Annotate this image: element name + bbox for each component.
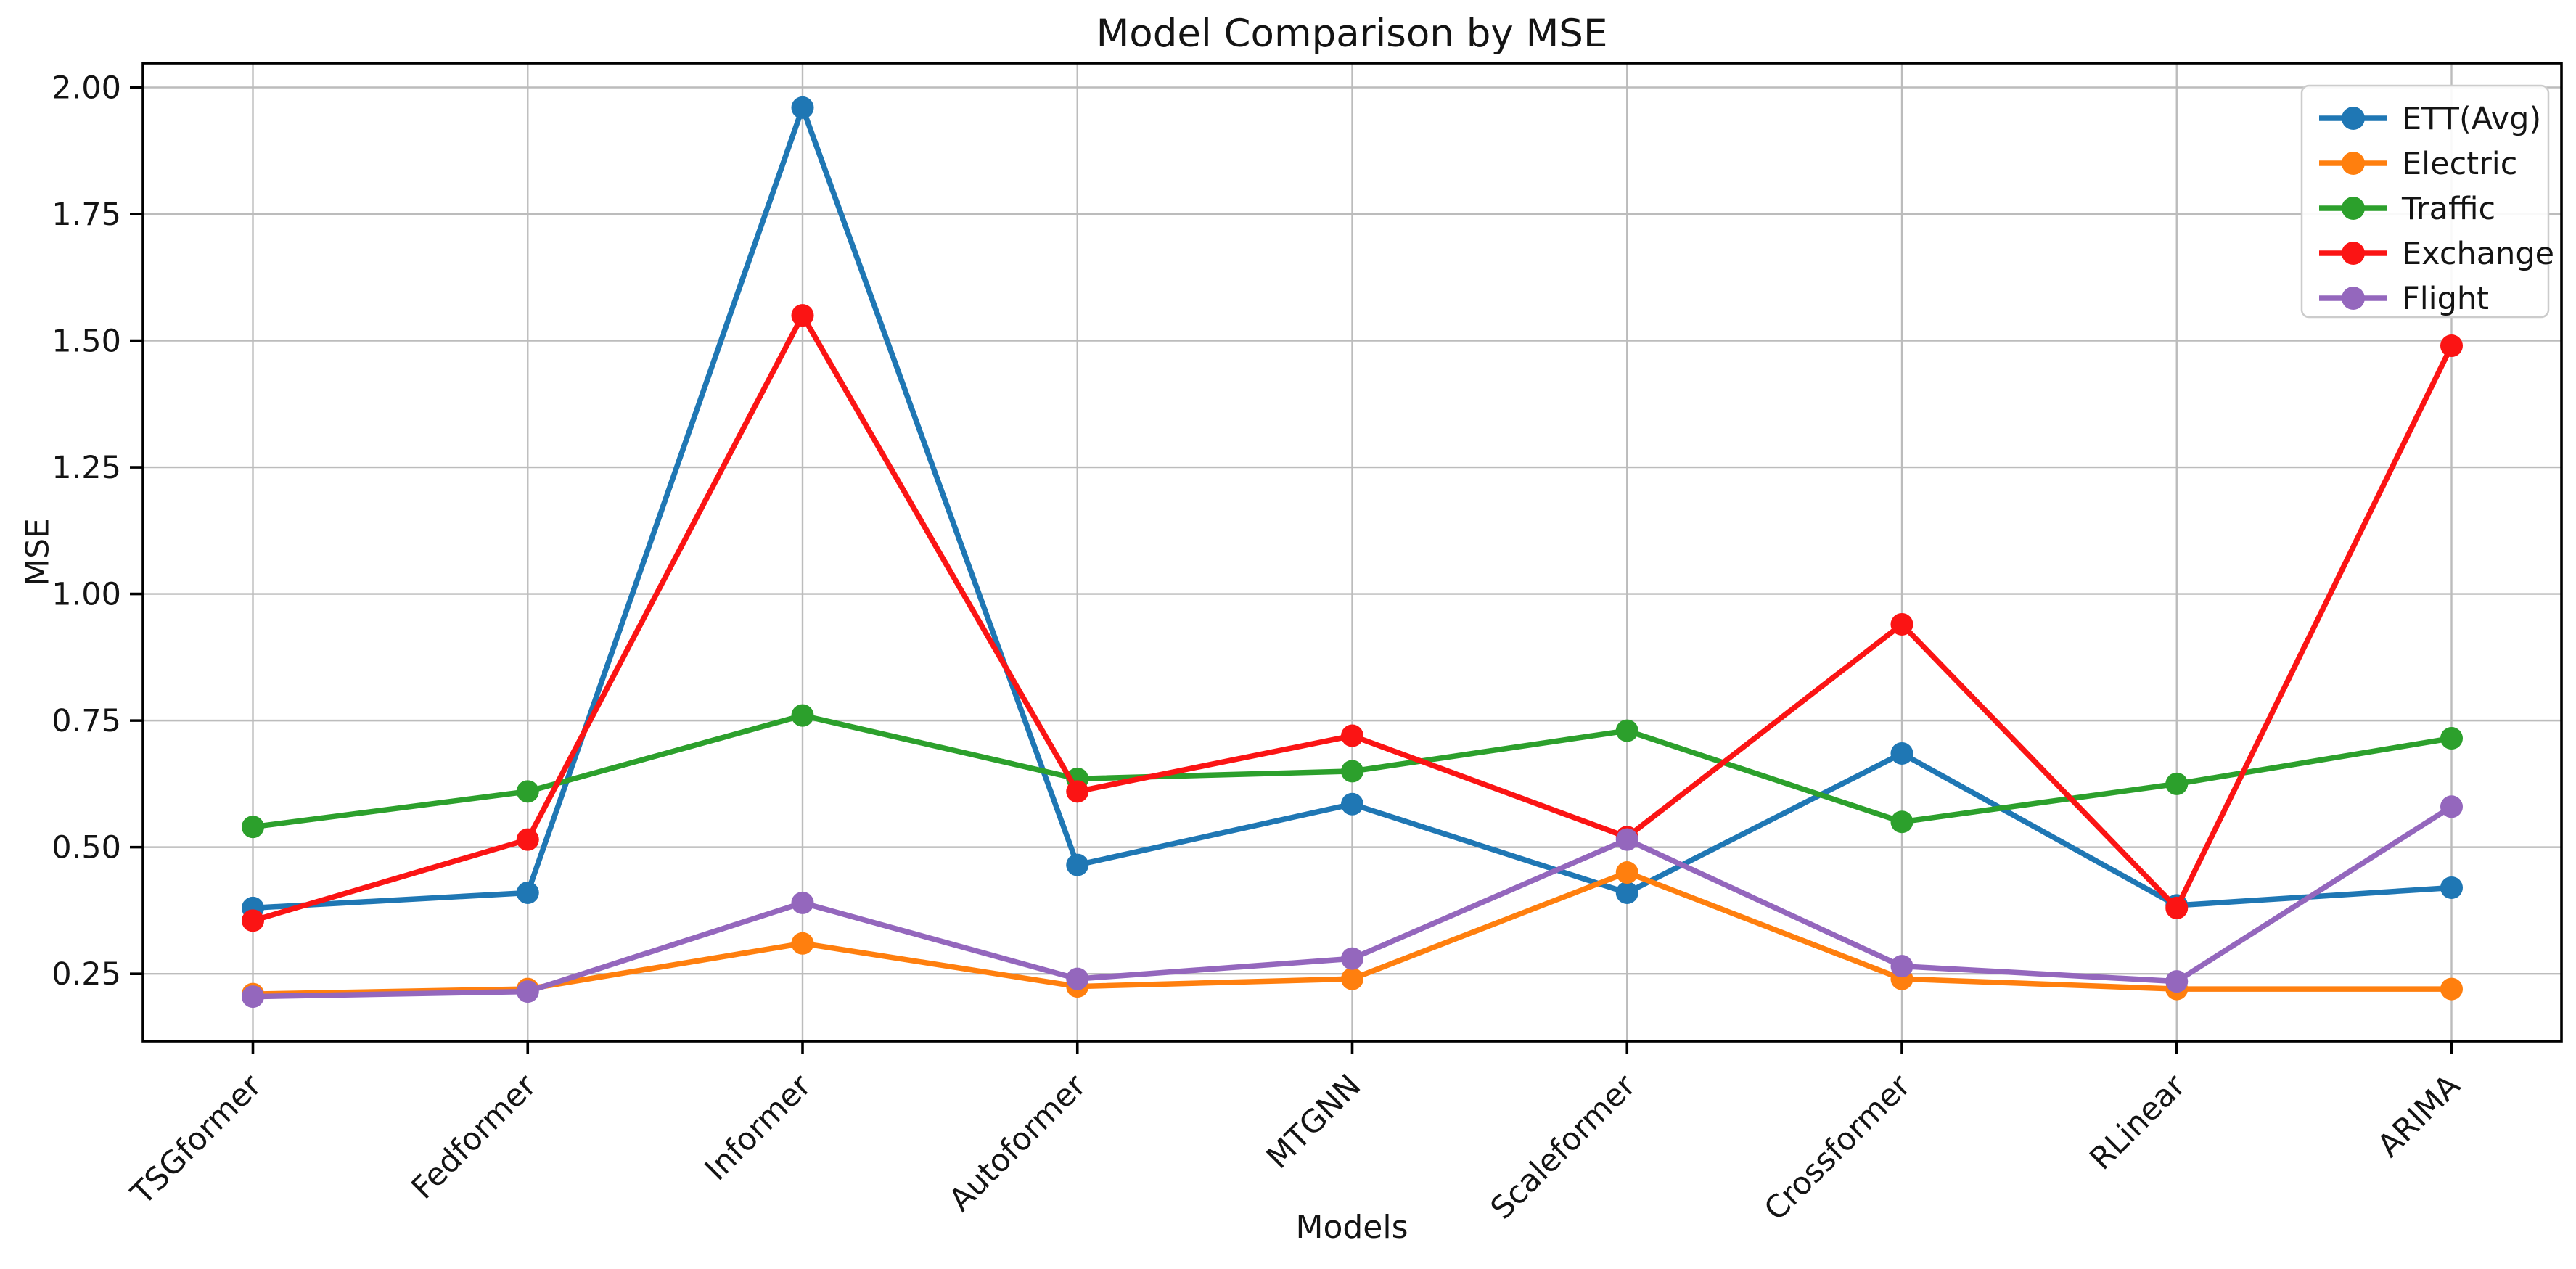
legend-marker-icon bbox=[2342, 197, 2365, 220]
data-point bbox=[2165, 772, 2189, 795]
y-tick-label: 1.25 bbox=[52, 450, 121, 486]
x-tick-label: Informer bbox=[698, 1067, 819, 1188]
data-point bbox=[516, 980, 539, 1003]
x-tick-label: Scaleformer bbox=[1484, 1067, 1643, 1226]
data-point bbox=[2440, 795, 2463, 818]
data-point bbox=[1341, 967, 1363, 990]
legend-marker-icon bbox=[2342, 242, 2365, 265]
data-point bbox=[1341, 760, 1363, 783]
data-point bbox=[1341, 947, 1363, 970]
data-point bbox=[516, 881, 539, 904]
data-point bbox=[1890, 742, 1913, 765]
data-point bbox=[791, 304, 814, 327]
legend-label: Exchange bbox=[2402, 236, 2554, 272]
y-tick-label: 0.75 bbox=[52, 703, 121, 739]
y-tick-label: 1.50 bbox=[52, 324, 121, 360]
data-point bbox=[242, 909, 264, 932]
data-point bbox=[791, 704, 814, 727]
data-point bbox=[1615, 719, 1638, 742]
data-point bbox=[791, 932, 814, 955]
data-point bbox=[2165, 896, 2189, 919]
legend-marker-icon bbox=[2342, 152, 2365, 175]
legend-marker-icon bbox=[2342, 107, 2365, 130]
chart-title: Model Comparison by MSE bbox=[1096, 12, 1608, 56]
data-point bbox=[2440, 876, 2463, 899]
x-tick-label: Fedformer bbox=[405, 1067, 544, 1207]
data-point bbox=[2440, 727, 2463, 750]
y-tick-label: 2.00 bbox=[52, 70, 121, 107]
x-axis-label: Models bbox=[1295, 1209, 1408, 1246]
data-point bbox=[242, 816, 264, 839]
data-point bbox=[2440, 977, 2463, 1001]
data-point bbox=[1890, 955, 1913, 978]
y-tick-label: 1.00 bbox=[52, 577, 121, 613]
data-point bbox=[1615, 861, 1638, 884]
x-tick-label: Autoformer bbox=[942, 1067, 1093, 1218]
y-tick-label: 0.25 bbox=[52, 956, 121, 993]
data-point bbox=[1066, 780, 1089, 803]
data-point bbox=[516, 828, 539, 851]
x-tick-label: TSGformer bbox=[124, 1067, 269, 1212]
legend-box bbox=[2300, 84, 2550, 319]
data-point bbox=[1066, 967, 1089, 990]
legend-label: Traffic bbox=[2401, 191, 2495, 227]
x-tick-label: MTGNN bbox=[1260, 1067, 1368, 1175]
data-point bbox=[2440, 334, 2463, 358]
y-tick-label: 1.75 bbox=[52, 197, 121, 233]
data-point bbox=[1341, 724, 1363, 747]
x-tick-label: ARIMA bbox=[2371, 1067, 2468, 1165]
y-tick-label: 0.50 bbox=[52, 830, 121, 866]
data-point bbox=[791, 891, 814, 914]
legend-label: ETT(Avg) bbox=[2402, 101, 2541, 137]
data-point bbox=[1890, 612, 1913, 636]
x-tick-label: Crossformer bbox=[1757, 1067, 1918, 1228]
data-point bbox=[791, 96, 814, 119]
data-point bbox=[2165, 970, 2189, 993]
legend-label: Flight bbox=[2402, 281, 2489, 317]
data-point bbox=[242, 985, 264, 1009]
legend: ETT(Avg) Electric Traffic Exchange Flight bbox=[2300, 84, 2554, 319]
legend-label: Electric bbox=[2402, 146, 2517, 182]
y-axis-label: MSE bbox=[19, 518, 57, 586]
data-point bbox=[1615, 881, 1638, 904]
legend-marker-icon bbox=[2342, 287, 2365, 310]
data-point bbox=[1066, 853, 1089, 876]
x-tick-label: RLinear bbox=[2083, 1067, 2193, 1177]
data-point bbox=[1615, 828, 1638, 851]
data-point bbox=[516, 780, 539, 803]
data-point bbox=[1341, 792, 1363, 816]
data-point bbox=[1890, 810, 1913, 834]
